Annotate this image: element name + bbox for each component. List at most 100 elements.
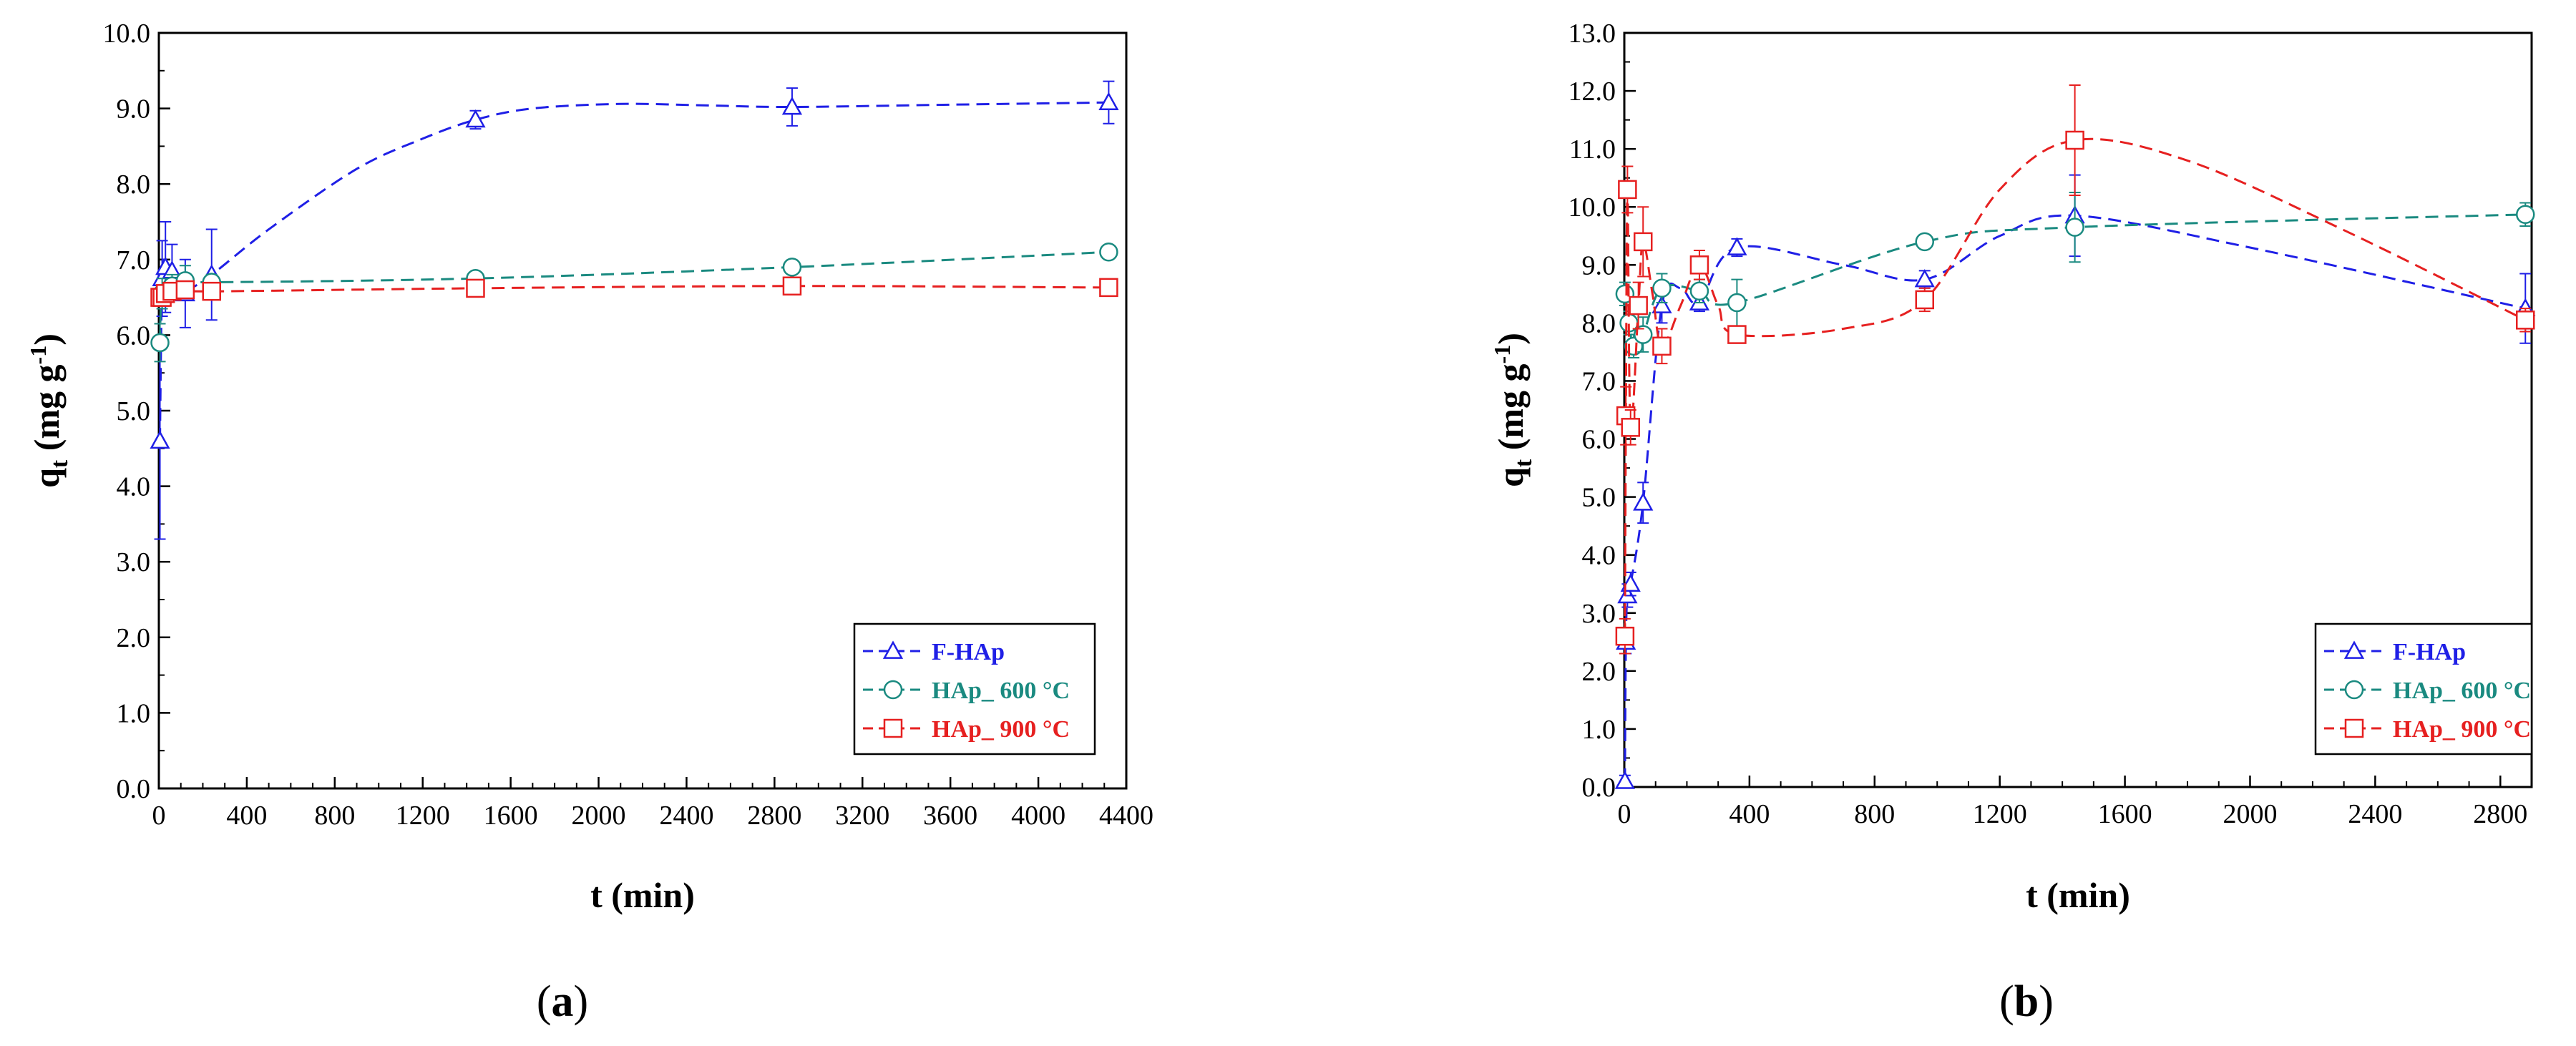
x-tick-label: 2800	[2473, 799, 2527, 829]
data-point	[1652, 295, 1672, 313]
data-point	[1618, 180, 1637, 200]
x-tick-label: 2000	[2223, 799, 2277, 829]
series-line	[159, 101, 1109, 441]
y-axis-title-exp: -1	[1489, 345, 1515, 364]
y-axis-title-close: )	[1491, 333, 1531, 345]
data-point	[150, 430, 170, 449]
y-tick-label: 3.0	[117, 547, 151, 577]
legend-marker	[882, 640, 904, 659]
data-point	[466, 278, 485, 298]
x-axis-title: t (min)	[2026, 875, 2130, 915]
x-tick-label: 1600	[484, 801, 538, 831]
data-point	[1614, 771, 1635, 789]
data-point	[202, 281, 221, 301]
y-tick-label: 4.0	[1582, 541, 1616, 571]
series-hap-900-c	[150, 276, 1118, 307]
y-tick-label: 0.0	[1582, 773, 1616, 803]
y-tick-label: 2.0	[117, 623, 151, 653]
x-tick-label: 1600	[2098, 799, 2152, 829]
panel-label-letter: b	[2014, 977, 2039, 1026]
data-point	[2065, 217, 2084, 237]
x-tick-label: 800	[314, 801, 355, 831]
y-tick-label: 3.0	[1582, 599, 1616, 629]
x-tick-label: 3600	[923, 801, 977, 831]
legend-label: F-HAp	[932, 639, 1005, 665]
data-point	[1689, 281, 1709, 301]
x-tick-label: 0	[152, 801, 166, 831]
y-axis-title-sub: t	[1511, 459, 1537, 467]
data-point	[1099, 242, 1118, 262]
y-tick-label: 4.0	[117, 472, 151, 502]
panel-label-close: )	[2039, 977, 2054, 1026]
data-point	[1727, 325, 1747, 344]
series-hap-900-c	[1615, 84, 2535, 655]
y-tick-label: 8.0	[117, 170, 151, 200]
panel-label: (b)	[1999, 977, 2054, 1026]
y-tick-label: 9.0	[117, 94, 151, 124]
data-point	[781, 96, 803, 115]
data-point	[1652, 278, 1672, 298]
data-point	[1617, 585, 1638, 604]
legend-label: HAp_ 600 °C	[2393, 678, 2531, 704]
x-tick-label: 4000	[1011, 801, 1065, 831]
data-point	[1615, 626, 1635, 646]
x-tick-label: 2400	[2348, 799, 2402, 829]
y-tick-label: 9.0	[1582, 250, 1616, 280]
data-point	[1633, 492, 1654, 511]
y-tick-label: 10.0	[103, 19, 151, 49]
y-axis-title: qt (mg g-1)	[1489, 333, 1537, 487]
y-tick-label: 0.0	[117, 774, 151, 804]
y-axis-title: qt (mg g-1)	[25, 333, 73, 488]
data-point	[1099, 278, 1118, 298]
legend-marker	[2344, 718, 2364, 738]
y-tick-label: 5.0	[1582, 483, 1616, 513]
x-tick-label: 2400	[659, 801, 713, 831]
chart-panel-a: 0 400 800 1200 1600 2000 2400 2800 3200 3600 4000 4…	[25, 19, 1153, 1026]
data-point	[465, 109, 486, 128]
data-point	[1629, 295, 1648, 316]
data-point	[150, 333, 170, 353]
series-f-hap	[150, 80, 1119, 540]
legend-label: HAp_ 600 °C	[932, 678, 1070, 704]
legend-marker	[2344, 680, 2364, 700]
data-point	[2516, 205, 2535, 225]
y-tick-label: 10.0	[1568, 192, 1616, 223]
data-point	[2516, 311, 2535, 330]
data-point	[1915, 232, 1935, 252]
data-point	[1620, 573, 1641, 592]
y-tick-label: 1.0	[1582, 715, 1616, 745]
y-tick-label: 6.0	[1582, 425, 1616, 455]
y-tick-label: 7.0	[1582, 366, 1616, 396]
y-axis-title-sub: t	[47, 459, 73, 468]
data-point	[1914, 269, 1935, 288]
data-point	[1915, 290, 1935, 310]
y-tick-label: 1.0	[117, 698, 151, 728]
data-point	[175, 280, 195, 300]
panel-label: (a)	[537, 977, 588, 1026]
series-hap-600-c	[150, 242, 1118, 363]
data-point	[782, 276, 802, 296]
x-tick-label: 400	[1729, 799, 1770, 829]
data-point	[2065, 130, 2084, 150]
y-tick-label: 13.0	[1568, 19, 1616, 49]
x-tick-label: 1200	[396, 801, 450, 831]
legend: F-HAp HAp_ 600 °C HAp_ 900 °C	[853, 622, 1096, 756]
x-tick-label: 3200	[835, 801, 889, 831]
data-point	[1689, 255, 1709, 275]
legend-label: F-HAp	[2393, 639, 2466, 665]
panel-label-open: (	[537, 977, 552, 1026]
y-axis-title-main: q	[26, 468, 67, 488]
panel-label-open: (	[1999, 977, 2014, 1026]
series-hap-600-c	[1615, 191, 2535, 359]
data-point	[1727, 237, 1747, 255]
legend: F-HAp HAp_ 600 °C HAp_ 900 °C	[2314, 622, 2533, 756]
x-tick-label: 2000	[572, 801, 626, 831]
legend-marker	[2343, 640, 2365, 659]
series-line	[159, 250, 1109, 343]
x-tick-label: 0	[1618, 799, 1631, 829]
x-tick-label: 1200	[1973, 799, 2027, 829]
y-tick-label: 5.0	[117, 396, 151, 426]
x-tick-label: 2800	[747, 801, 801, 831]
legend-label: HAp_ 900 °C	[932, 716, 1070, 743]
